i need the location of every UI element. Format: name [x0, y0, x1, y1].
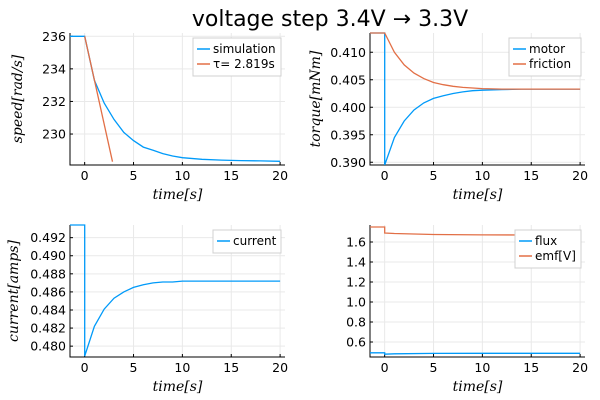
series-line	[370, 352, 581, 355]
series-line	[370, 32, 581, 90]
y-tick-label: 0.8	[346, 315, 366, 330]
y-tick-label: 0.480	[30, 339, 66, 354]
y-tick-label: 232	[42, 94, 66, 109]
x-tick-label: 15	[223, 168, 239, 183]
legend-label: simulation	[213, 42, 276, 56]
x-tick-label: 10	[174, 360, 190, 375]
legend: current	[212, 229, 282, 254]
series-line	[70, 224, 281, 357]
y-axis-label: torque[mNm]	[308, 50, 324, 147]
x-tick-label: 20	[272, 360, 288, 375]
y-tick-label: 230	[42, 127, 66, 142]
x-tick-label: 10	[474, 168, 490, 183]
y-tick-label: 1.2	[346, 275, 366, 290]
legend-label: motor	[529, 42, 565, 56]
x-tick-label: 15	[523, 360, 539, 375]
y-axis-label: speed[rad/s]	[10, 54, 26, 143]
y-tick-label: 0.486	[30, 284, 66, 299]
y-tick-label: 0.410	[330, 45, 366, 60]
x-tick-label: 15	[523, 168, 539, 183]
x-axis-label: time[s]	[153, 379, 203, 395]
x-tick-label: 5	[430, 168, 438, 183]
axis-spine	[69, 33, 285, 166]
x-axis-label: time[s]	[453, 187, 503, 203]
x-tick-label: 0	[381, 168, 389, 183]
x-tick-label: 10	[174, 168, 190, 183]
y-tick-label: 1.4	[346, 255, 366, 270]
legend-label: flux	[535, 234, 557, 248]
x-axis-label: time[s]	[153, 187, 203, 203]
y-axis-label: current[amps]	[6, 240, 22, 342]
legend-label: current	[233, 234, 277, 248]
chart-panel: 0 5 10 15 20 0.390 0.395 0.400 0.405 0.410 time[s]…	[308, 32, 588, 203]
legend-label: τ= 2.819s	[213, 57, 275, 71]
x-tick-label: 0	[381, 360, 389, 375]
y-tick-label: 236	[42, 29, 66, 44]
axis-spine	[369, 225, 585, 358]
x-tick-label: 0	[81, 360, 89, 375]
y-tick-label: 0.482	[30, 321, 66, 336]
x-tick-label: 0	[81, 168, 89, 183]
x-tick-label: 20	[572, 168, 588, 183]
y-tick-label: 0.488	[30, 266, 66, 281]
y-tick-label: 0.390	[330, 155, 366, 170]
x-tick-label: 20	[572, 360, 588, 375]
series-line	[84, 36, 114, 162]
figure-title: voltage step 3.4V → 3.3V	[192, 7, 468, 32]
chart-panel: 0 5 10 15 20 0.480 0.482 0.484 0.486 0.488 0.490 0.…	[6, 224, 288, 395]
x-tick-label: 5	[430, 360, 438, 375]
legend-box	[508, 37, 582, 77]
y-tick-label: 0.6	[346, 335, 366, 350]
y-tick-label: 1.0	[346, 295, 366, 310]
x-tick-label: 20	[272, 168, 288, 183]
chart-panel: 0 5 10 15 20 230 232 234 236 time[s] speed[rad/s] s…	[10, 29, 288, 203]
x-tick-label: 5	[130, 360, 138, 375]
chart-panels: 0 5 10 15 20 230 232 234 236 time[s] speed[rad/s] s…	[6, 29, 588, 395]
y-tick-label: 0.490	[30, 248, 66, 263]
legend-label: friction	[529, 57, 571, 71]
y-tick-label: 0.492	[30, 230, 66, 245]
x-axis-label: time[s]	[453, 379, 503, 395]
axis-spine	[69, 225, 285, 358]
legend-label: emf[V]	[535, 249, 576, 263]
legend-box	[212, 229, 282, 254]
y-tick-label: 234	[42, 61, 66, 76]
y-tick-label: 1.6	[346, 235, 366, 250]
chart-panel: 0 5 10 15 20 0.6 0.8 1.0 1.2 1.4 1.6 time[s] fluxemf…	[346, 225, 588, 395]
legend-box	[192, 37, 282, 77]
x-tick-label: 5	[130, 168, 138, 183]
x-tick-label: 15	[223, 360, 239, 375]
legend-box	[514, 229, 582, 269]
y-tick-label: 0.484	[30, 302, 66, 317]
y-tick-label: 0.395	[330, 127, 366, 142]
x-tick-label: 10	[474, 360, 490, 375]
y-tick-label: 0.400	[330, 100, 366, 115]
axis-spine	[369, 33, 585, 166]
series-line	[70, 35, 281, 162]
y-tick-label: 0.405	[330, 72, 366, 87]
